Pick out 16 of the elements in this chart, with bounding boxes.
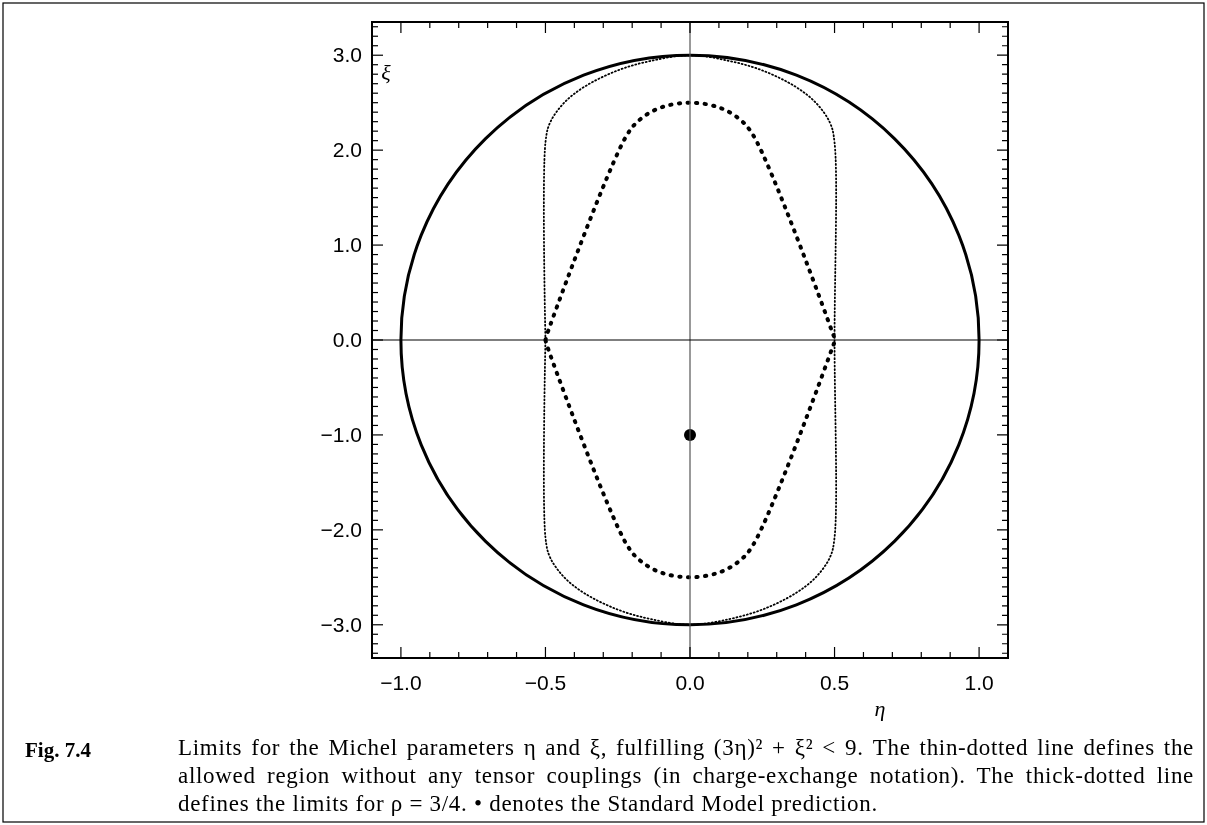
y-tick-label: 3.0: [332, 43, 362, 67]
y-tick-label: −2.0: [320, 517, 362, 541]
y-axis-title: ξ: [381, 60, 392, 85]
x-tick-label: −0.5: [524, 671, 567, 694]
text: Limits for the Michel parameters η and ξ, fulfilling (3η)² + ξ² < 9. The thin-dotted line defines the allowed region without any tensor couplings (in charge-exchange notation). The thick-dotted line defines the limits for ρ = 3/4. • denotes the Standard Model prediction.: [178, 734, 1194, 818]
y-tick-label: 0.0: [332, 328, 362, 351]
x-tick-label: 0.0: [675, 671, 705, 694]
caption: Fig. 7.4: [25, 738, 92, 762]
y-tick-label: −1.0: [320, 422, 362, 446]
y-tick-label: 2.0: [332, 138, 362, 162]
x-tick-label: 0.5: [819, 671, 850, 694]
x-tick-label: 1.0: [964, 671, 994, 694]
y-tick-label: 1.0: [332, 233, 362, 257]
y-tick-label: −3.0: [320, 612, 362, 636]
x-tick-label: −1.0: [380, 671, 422, 694]
x-axis-title: η: [874, 696, 886, 721]
